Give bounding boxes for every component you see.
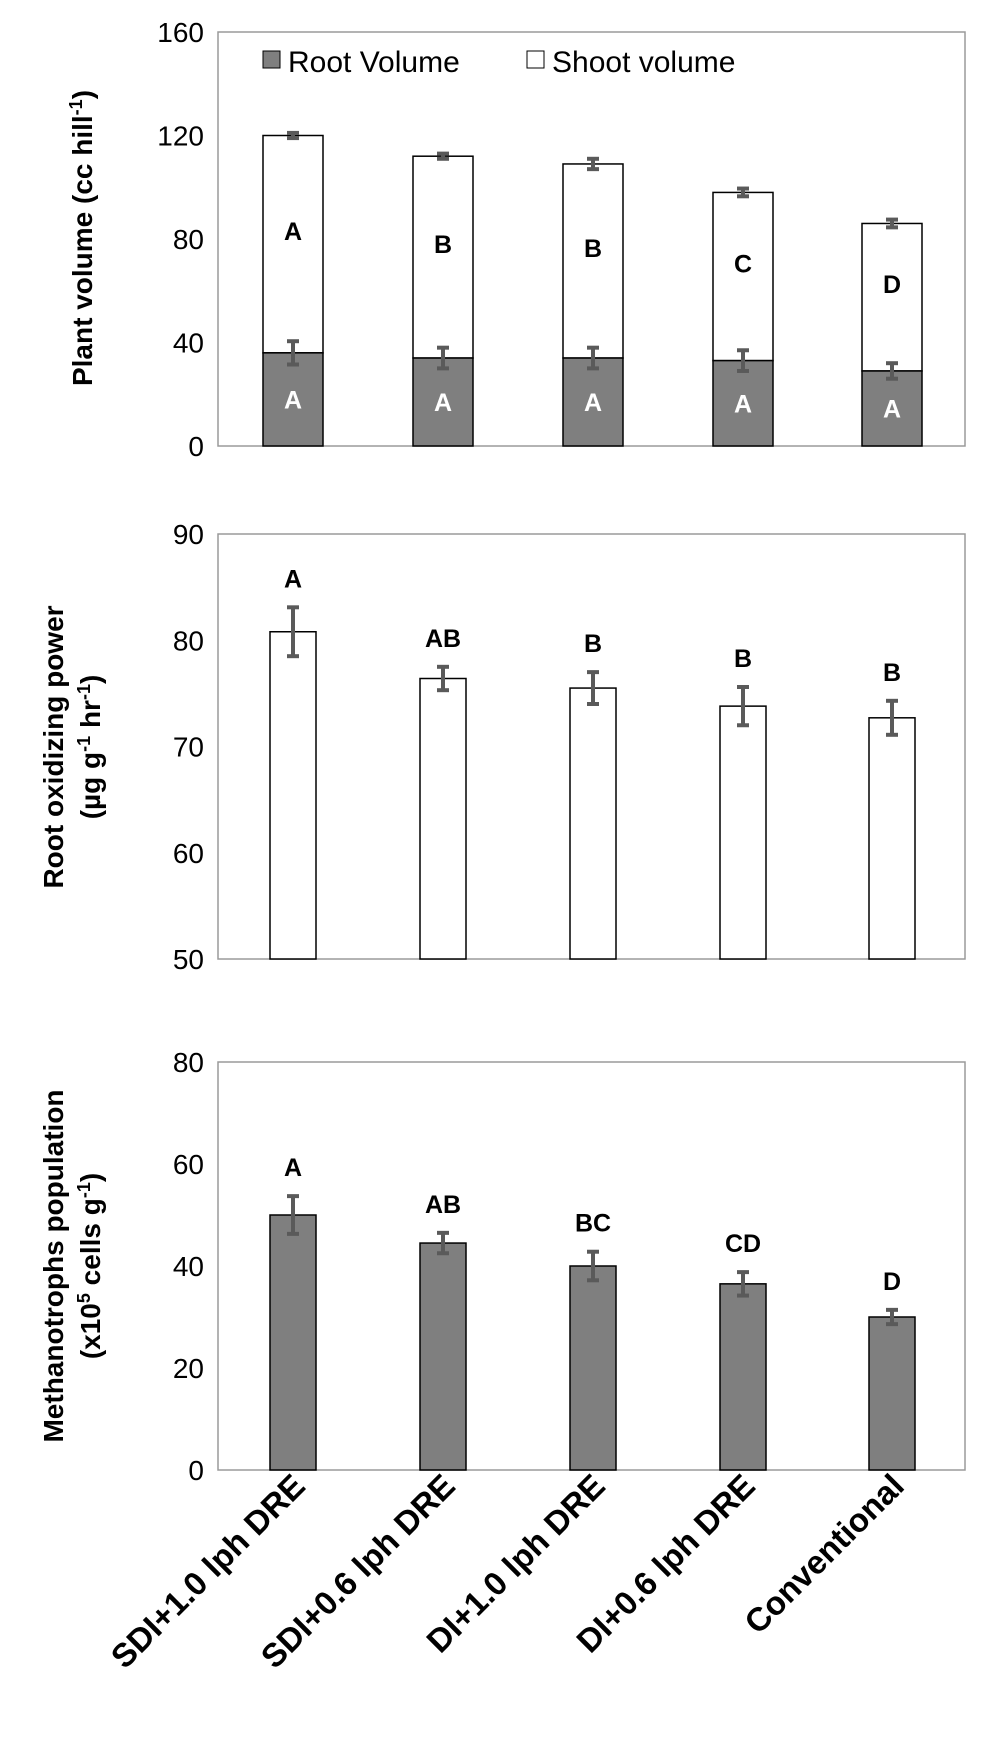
bar-di-0-6-lph-dre — [719, 705, 767, 960]
y-axis-label-superscript-1: -1 — [74, 736, 94, 752]
y-axis-label-end: ) — [75, 675, 106, 684]
y-tick-label: 80 — [173, 625, 204, 656]
bar-di-0-6-lph-dre — [719, 1283, 767, 1471]
significance-letter: B — [734, 645, 752, 673]
y-axis-label-line2: (x10 — [75, 1303, 106, 1359]
y-axis-label-line1: Root oxidizing power — [38, 605, 69, 888]
y-axis-label: Plant volume (cc hill — [67, 115, 98, 386]
y-tick-label: 70 — [173, 732, 204, 763]
y-axis-title: Plant volume (cc hill-1) — [66, 90, 98, 386]
significance-letter: A — [284, 565, 302, 593]
y-tick-label: 80 — [173, 1047, 204, 1078]
y-tick-label: 60 — [173, 1149, 204, 1180]
significance-letter: B — [584, 630, 602, 658]
y-axis-label-superscript: -1 — [66, 99, 86, 115]
significance-letter: B — [883, 659, 901, 687]
legend: Root Volume Shoot volume — [262, 46, 735, 79]
bar-conventional — [868, 1316, 916, 1471]
legend-label-shoot-volume: Shoot volume — [552, 46, 735, 79]
significance-letter: BC — [575, 1210, 611, 1238]
bar-di-1-0-lph-dre — [569, 687, 617, 960]
y-axis-label-superscript-2: -1 — [74, 1182, 94, 1198]
significance-letter: AB — [425, 625, 461, 653]
y-axis-label-mid: hr — [75, 700, 106, 736]
bar-shoot-volume-conventional — [861, 222, 923, 372]
root-oxidizing-power-chart: Root oxidizing power (µg g-1 hr-1) 50607… — [38, 519, 966, 975]
y-axis-label-line1: Methanotrophs population — [38, 1089, 69, 1442]
significance-letter: AB — [425, 1191, 461, 1219]
bar-sdi-1-0-lph-dre — [269, 1214, 317, 1471]
methanotrophs-population-chart: Methanotrophs population (x105 cells g-1… — [38, 1047, 966, 1675]
y-tick-label: 20 — [173, 1353, 204, 1384]
significance-letter-root: A — [883, 395, 901, 423]
bar-shoot-volume-sdi-0-6-lph-dre — [412, 155, 474, 359]
legend-label-root-volume: Root Volume — [288, 46, 460, 79]
significance-letter-shoot: D — [883, 271, 901, 299]
significance-letter-shoot: C — [734, 251, 752, 279]
y-axis-label-mid: cells g — [75, 1198, 106, 1293]
y-tick-label: 120 — [157, 121, 204, 152]
significance-letter: D — [883, 1268, 901, 1296]
y-tick-label: 80 — [173, 224, 204, 255]
y-axis-label-end: ) — [75, 1173, 106, 1182]
svg-text:(µg g-1 hr-1): (µg g-1 hr-1) — [74, 675, 106, 820]
legend-swatch-shoot-volume — [526, 50, 545, 69]
significance-letter-root: A — [584, 389, 602, 417]
bar-sdi-1-0-lph-dre — [269, 631, 317, 960]
significance-letter: CD — [725, 1230, 761, 1258]
y-tick-label: 60 — [173, 838, 204, 869]
x-tick-label-conventional: Conventional — [737, 1467, 911, 1641]
y-tick-label: 0 — [188, 431, 204, 462]
significance-letter-root: A — [734, 390, 752, 418]
y-axis-title: Methanotrophs population (x105 cells g-1… — [38, 1089, 106, 1442]
bar-conventional — [868, 717, 916, 960]
bar-root-volume-sdi-0-6-lph-dre — [412, 357, 474, 447]
bar-root-volume-di-1-0-lph-dre — [562, 357, 624, 447]
y-tick-label: 160 — [157, 17, 204, 48]
significance-letter-shoot: A — [284, 218, 302, 246]
bar-root-volume-conventional — [861, 370, 923, 447]
y-tick-label: 0 — [188, 1455, 204, 1486]
svg-text:Plant volume (cc hill-1): Plant volume (cc hill-1) — [66, 90, 98, 386]
legend-swatch-root-volume — [262, 50, 281, 69]
y-axis-label-superscript-2: -1 — [74, 684, 94, 700]
y-tick-label: 40 — [173, 1251, 204, 1282]
bar-sdi-0-6-lph-dre — [419, 677, 467, 960]
plant-volume-chart: Plant volume (cc hill-1) Root Volume Sho… — [66, 17, 966, 462]
bar-sdi-0-6-lph-dre — [419, 1242, 467, 1471]
y-axis-title: Root oxidizing power (µg g-1 hr-1) — [38, 605, 106, 888]
svg-text:(x105 cells g-1): (x105 cells g-1) — [74, 1173, 106, 1359]
y-axis-label-line2: (µg g — [75, 752, 106, 819]
bar-di-1-0-lph-dre — [569, 1265, 617, 1471]
significance-letter-shoot: B — [584, 235, 602, 263]
significance-letter-shoot: B — [434, 231, 452, 259]
bar-shoot-volume-di-1-0-lph-dre — [562, 163, 624, 359]
significance-letter-root: A — [434, 389, 452, 417]
y-axis-label-end: ) — [67, 90, 98, 99]
y-tick-label: 90 — [173, 519, 204, 550]
significance-letter-root: A — [284, 386, 302, 414]
y-tick-label: 40 — [173, 328, 204, 359]
y-tick-label: 50 — [173, 944, 204, 975]
y-axis-label-superscript-1: 5 — [74, 1293, 94, 1303]
significance-letter: A — [284, 1154, 302, 1182]
bar-root-volume-di-0-6-lph-dre — [712, 359, 774, 447]
